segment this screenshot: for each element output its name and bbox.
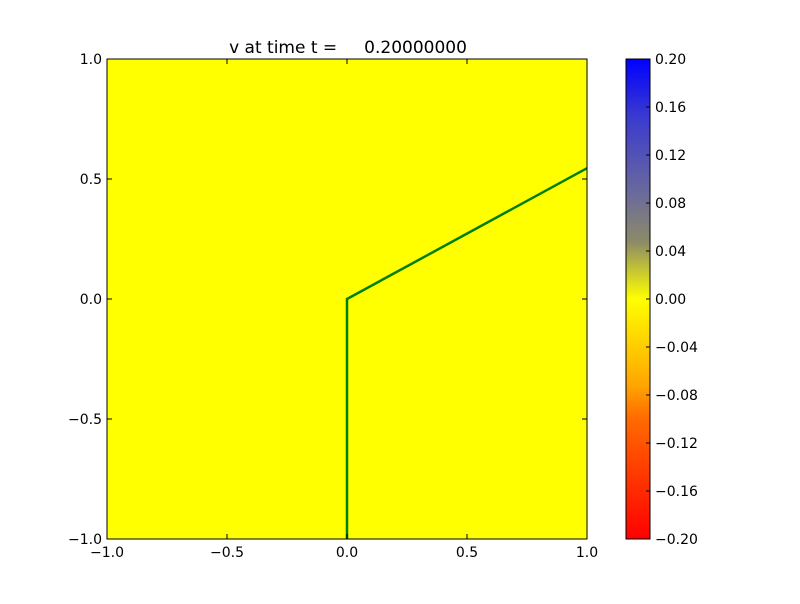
colorbar-tick-label: −0.04	[655, 340, 698, 356]
x-axis: −1.0 −0.5 0.0 0.5 1.0	[90, 59, 598, 561]
colorbar-tick-label: 0.16	[655, 100, 686, 116]
y-tick-label: 0.0	[80, 292, 102, 308]
x-tick-label: 0.5	[456, 545, 478, 561]
colorbar-tick-label: 0.08	[655, 196, 686, 212]
x-tick-label: 1.0	[576, 545, 598, 561]
y-tick-label: 0.5	[80, 172, 102, 188]
colorbar-tick-label: −0.08	[655, 388, 698, 404]
colorbar-tick-label: −0.12	[655, 436, 698, 452]
colorbar-tick-label: −0.20	[655, 532, 698, 548]
x-tick-label: 0.0	[336, 545, 358, 561]
y-tick-label: −1.0	[68, 532, 102, 548]
x-tick-label: −0.5	[210, 545, 244, 561]
chart-title: v at time t = 0.20000000	[229, 38, 467, 58]
colorbar-axis: −0.20 −0.16 −0.12 −0.08 −0.04 0.00 0.04 0.08 0.1…	[646, 52, 698, 548]
data-line	[345, 167, 588, 539]
colorbar-tick-label: 0.00	[655, 292, 686, 308]
y-axis: −1.0 −0.5 0.0 0.5 1.0	[68, 52, 587, 548]
colorbar-tick-label: −0.16	[655, 484, 698, 500]
y-tick-label: 1.0	[80, 52, 102, 68]
colorbar-tick-label: 0.12	[655, 148, 686, 164]
y-tick-label: −0.5	[68, 412, 102, 428]
colorbar-tick-label: 0.04	[655, 244, 686, 260]
x-tick-label: −1.0	[90, 545, 124, 561]
colorbar-tick-label: 0.20	[655, 52, 686, 68]
